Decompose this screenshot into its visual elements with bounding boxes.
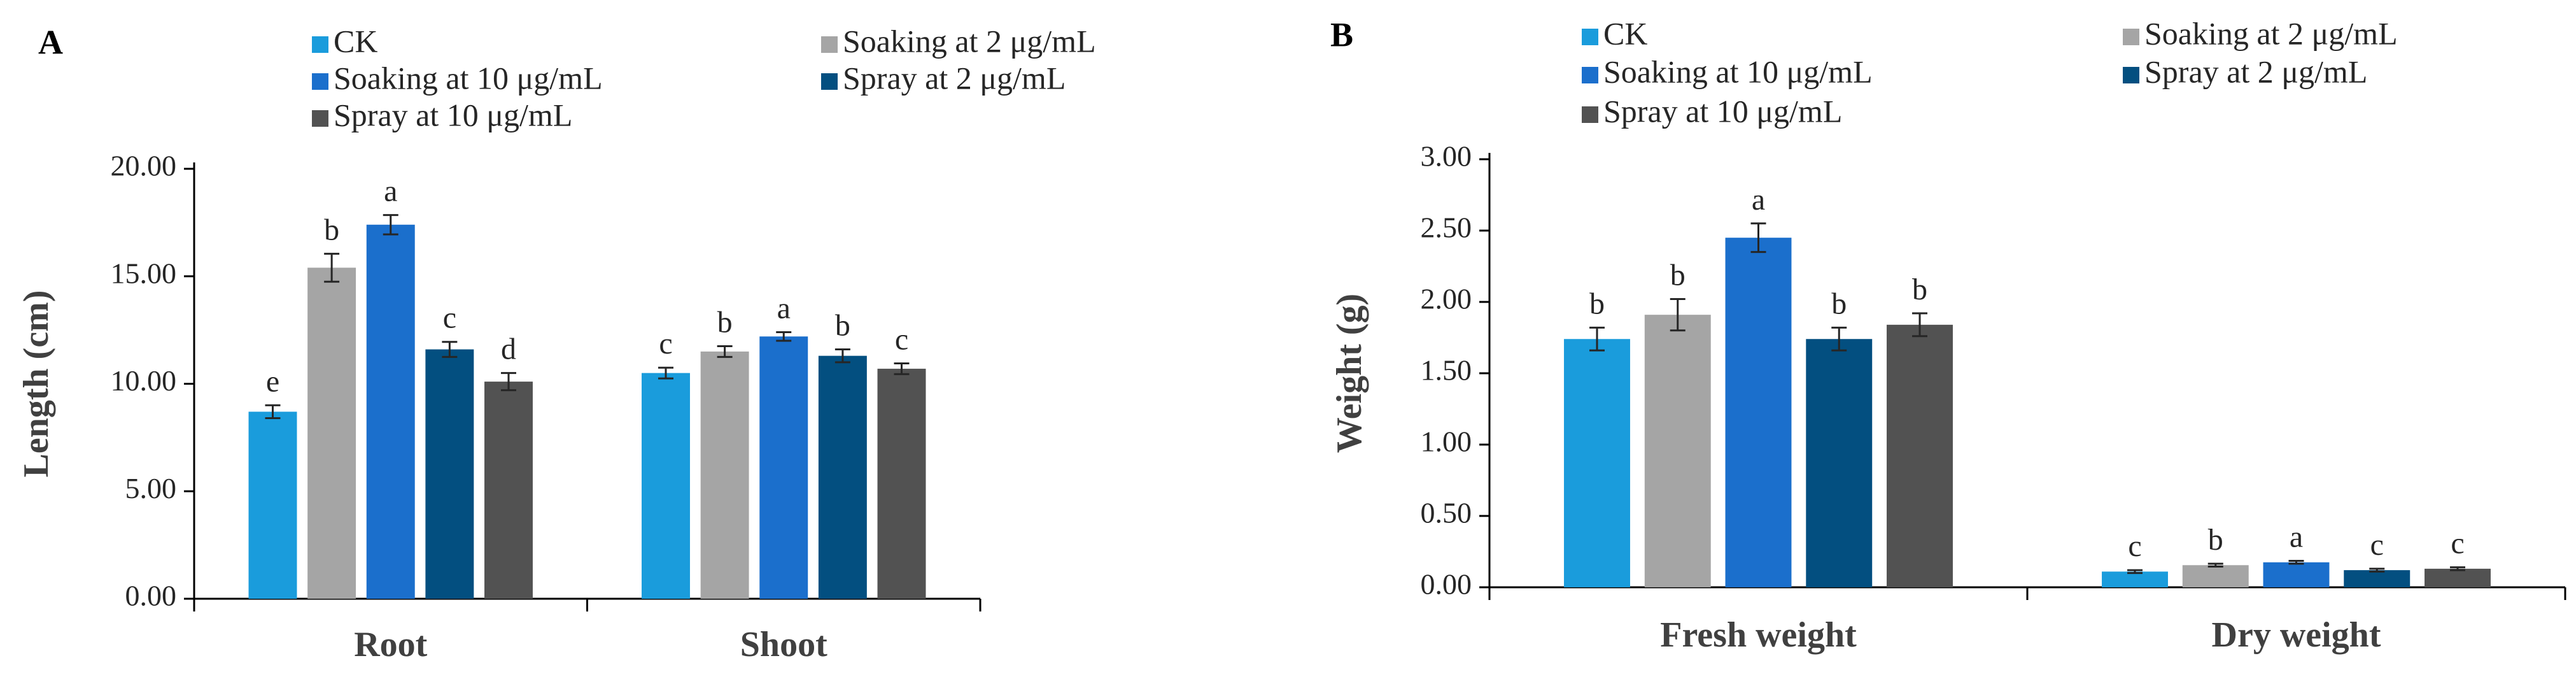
- category-label: Shoot: [740, 625, 827, 664]
- significance-letter: c: [443, 301, 456, 335]
- legend-swatch: [1582, 106, 1598, 123]
- significance-letter: a: [384, 175, 397, 208]
- significance-letter: b: [835, 309, 850, 343]
- significance-letter: a: [777, 292, 791, 325]
- legend-label: Soaking at 2 μg/mL: [2144, 15, 2398, 51]
- significance-letter: b: [1670, 259, 1686, 292]
- bar: [2263, 562, 2330, 587]
- y-tick-label: 1.50: [1421, 354, 1472, 387]
- legend-swatch: [312, 36, 328, 53]
- y-tick-label: 5.00: [125, 472, 177, 504]
- significance-letter: b: [324, 213, 339, 247]
- legend-swatch: [821, 73, 838, 90]
- panel-a: A Length (cm) 0.00 5.00 10.00 15.00 20.00 Root e…: [17, 23, 1096, 664]
- legend-swatch: [2123, 67, 2139, 83]
- bar: [700, 351, 749, 599]
- legend-label: CK: [1603, 15, 1647, 51]
- bar: [307, 268, 356, 599]
- significance-letter: c: [2370, 528, 2384, 562]
- legend-label: Spray at 10 μg/mL: [334, 97, 572, 132]
- y-tick-label: 3.00: [1421, 140, 1472, 173]
- significance-letter: c: [895, 322, 908, 356]
- legend-label: Soaking at 2 μg/mL: [843, 23, 1096, 59]
- significance-letter: b: [1589, 287, 1605, 320]
- significance-letter: c: [2451, 527, 2464, 561]
- bar: [1806, 339, 1873, 587]
- category-label: Dry weight: [2212, 615, 2381, 655]
- y-tick-label: 2.50: [1421, 211, 1472, 244]
- category-label: Root: [354, 625, 427, 664]
- bar: [1564, 339, 1630, 587]
- significance-letter: c: [2128, 529, 2141, 563]
- legend-label: CK: [334, 23, 377, 59]
- significance-letter: c: [659, 327, 672, 361]
- legend-label: Spray at 2 μg/mL: [843, 60, 1066, 96]
- panel-b: B Weight (g) 0.00 0.50 1.00 1.50 2.00 2.50 3.00 F…: [1330, 15, 2566, 655]
- bar: [2425, 568, 2491, 587]
- significance-letter: e: [266, 364, 279, 398]
- bar: [248, 411, 297, 599]
- significance-letter: b: [1912, 273, 1927, 306]
- bar: [1725, 238, 1792, 587]
- legend-label: Soaking at 10 μg/mL: [334, 60, 603, 96]
- y-tick-label: 0.00: [125, 580, 177, 612]
- y-tick-label: 15.00: [111, 257, 177, 289]
- y-tick-label: 0.00: [1421, 568, 1472, 601]
- y-axis-title: Length (cm): [17, 290, 56, 478]
- bar: [642, 373, 690, 599]
- bar: [2344, 570, 2411, 587]
- legend-swatch: [2123, 29, 2139, 45]
- legend-swatch: [1582, 67, 1598, 83]
- bar: [484, 382, 533, 599]
- bar: [425, 349, 474, 599]
- legend-label: Spray at 2 μg/mL: [2144, 54, 2367, 89]
- legend-swatch: [821, 36, 838, 53]
- significance-letter: b: [717, 305, 733, 339]
- panel-label: A: [38, 23, 63, 61]
- y-axis-title: Weight (g): [1330, 294, 1369, 453]
- significance-letter: d: [501, 332, 516, 366]
- bar: [1644, 315, 1711, 587]
- category-label: Fresh weight: [1660, 615, 1857, 655]
- bar: [877, 368, 926, 599]
- significance-letter: a: [2290, 520, 2303, 554]
- legend-label: Spray at 10 μg/mL: [1603, 93, 1842, 129]
- bar: [366, 224, 415, 599]
- bar: [2102, 571, 2168, 587]
- y-tick-label: 1.00: [1421, 425, 1472, 458]
- significance-letter: b: [2208, 523, 2223, 557]
- bar: [759, 336, 808, 599]
- bar: [818, 355, 867, 599]
- significance-letter: b: [1831, 287, 1847, 320]
- y-tick-label: 10.00: [111, 364, 177, 397]
- y-tick-label: 0.50: [1421, 497, 1472, 529]
- bar: [1887, 324, 1953, 587]
- significance-letter: a: [1752, 183, 1765, 217]
- legend-label: Soaking at 10 μg/mL: [1603, 54, 1873, 89]
- legend-swatch: [312, 73, 328, 90]
- y-tick-label: 20.00: [111, 150, 177, 182]
- panel-label: B: [1330, 15, 1353, 54]
- legend-swatch: [312, 110, 328, 127]
- legend-swatch: [1582, 29, 1598, 45]
- y-tick-label: 2.00: [1421, 283, 1472, 315]
- bar: [2182, 565, 2249, 587]
